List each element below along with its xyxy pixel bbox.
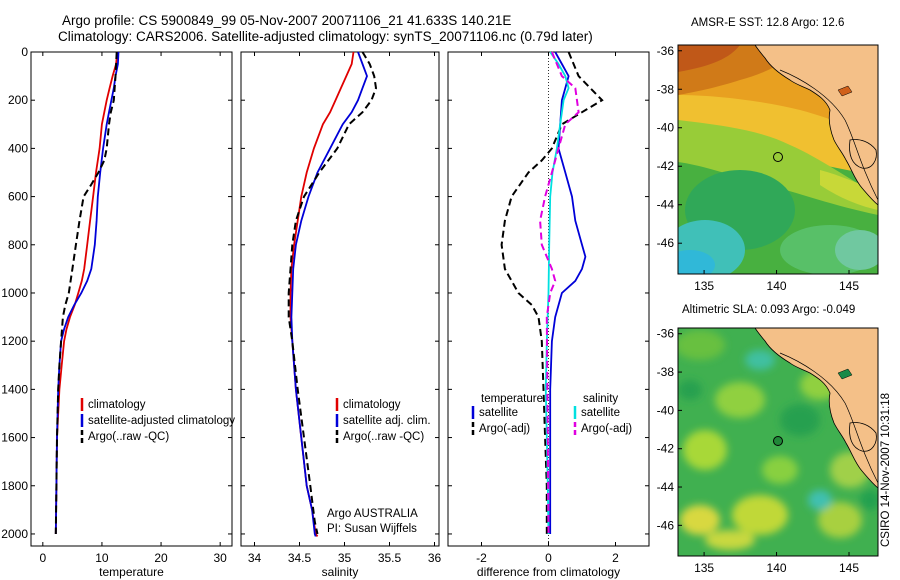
legend-label: Argo(-adj) — [581, 423, 632, 435]
legend-header-temperature: temperature — [481, 393, 543, 405]
y-tick-label: 200 — [8, 93, 28, 107]
figure-title-line1: Argo profile: CS 5900849_99 05-Nov-2007 … — [62, 13, 512, 28]
series-line-black-dashed — [287, 51, 378, 535]
map-y-tick-label: -36 — [657, 327, 675, 341]
x-tick-label: 34.5 — [288, 551, 312, 565]
x-tick-label: 20 — [154, 551, 168, 565]
legend-label: climatology — [88, 399, 146, 411]
map-y-tick-label: -42 — [657, 442, 675, 456]
legend-label: Argo(..raw -QC) — [88, 431, 169, 443]
sla-map — [678, 328, 878, 556]
map-y-tick-label: -40 — [657, 403, 675, 417]
map-y-tick-label: -40 — [657, 121, 675, 135]
y-tick-label: 1800 — [1, 479, 28, 493]
legend-label: satellite adj. clim. — [343, 415, 431, 427]
profile-panel-1: 34 34.5 35 35.5 36 salinity climatology satelli… — [241, 51, 442, 579]
x-axis-label: salinity — [322, 565, 359, 579]
note-line-2: PI: Susan Wijffels — [327, 523, 417, 535]
legend-label: satellite — [581, 407, 620, 419]
map-x-tick-label: 135 — [694, 279, 714, 293]
y-tick-label: 1000 — [1, 286, 28, 300]
sla-map-frame — [677, 327, 879, 557]
figure-title-line2: Climatology: CARS2006. Satellite-adjuste… — [58, 29, 593, 44]
map-y-tick-label: -38 — [657, 82, 675, 96]
series-line-black-dashed — [54, 51, 118, 535]
y-tick-label: 1600 — [1, 431, 28, 445]
x-axis-label: temperature — [99, 565, 164, 579]
series-line-cyan — [544, 51, 570, 535]
map-x-tick-label: 135 — [694, 561, 714, 575]
x-tick-label: 0 — [545, 551, 552, 565]
sst-map-title: AMSR-E SST: 12.8 Argo: 12.6 — [691, 17, 845, 29]
salinity-axes-box — [240, 51, 440, 547]
y-tick-label: 600 — [8, 190, 28, 204]
x-axis-label: difference from climatology — [477, 565, 620, 579]
map-y-tick-label: -36 — [657, 44, 675, 58]
y-tick-label: 800 — [8, 238, 28, 252]
sst-argo-marker — [773, 152, 783, 162]
x-tick-label: -2 — [476, 551, 487, 565]
note-line-1: Argo AUSTRALIA — [327, 508, 418, 520]
x-tick-label: 35.5 — [378, 551, 402, 565]
temperature-axes-box — [30, 51, 233, 547]
x-tick-label: 30 — [213, 551, 227, 565]
map-y-tick-label: -42 — [657, 159, 675, 173]
profile-panel-0: 0 10 20 30 0 200 400 600 800 1000 1200 1400 1600 1800… — [1, 45, 235, 579]
series-line-magenta-dashed — [539, 51, 580, 535]
map-x-tick-label: 145 — [839, 561, 859, 575]
legend-label: satellite-adjusted climatology — [88, 415, 235, 427]
legend-header-salinity: salinity — [583, 393, 618, 405]
profile-panels — [30, 51, 650, 547]
x-tick-label: 0 — [39, 551, 46, 565]
y-tick-label: 1400 — [1, 382, 28, 396]
legend-label: Argo(-adj) — [479, 423, 530, 435]
x-tick-label: 36 — [428, 551, 442, 565]
x-tick-label: 35 — [338, 551, 352, 565]
series-line-blue — [549, 51, 587, 534]
map-x-tick-label: 145 — [839, 279, 859, 293]
legend-label: climatology — [343, 399, 401, 411]
map-y-tick-label: -38 — [657, 365, 675, 379]
y-tick-label: 1200 — [1, 334, 28, 348]
map-y-tick-label: -46 — [657, 236, 675, 250]
sst-map — [678, 45, 878, 274]
y-tick-label: 400 — [8, 141, 28, 155]
sst-map-frame — [677, 44, 879, 275]
series-line-black-dashed — [500, 51, 604, 534]
legend-label: Argo(..raw -QC) — [343, 431, 424, 443]
map-y-tick-label: -44 — [657, 480, 675, 494]
legend-label: satellite — [479, 407, 518, 419]
y-tick-label: 2000 — [1, 527, 28, 541]
y-tick-label: 0 — [21, 45, 28, 59]
x-tick-label: 10 — [95, 551, 109, 565]
series-line-red — [54, 51, 119, 535]
map-y-tick-label: -46 — [657, 518, 675, 532]
map-x-tick-label: 140 — [767, 561, 787, 575]
x-tick-label: 2 — [612, 551, 619, 565]
sla-argo-marker — [773, 436, 783, 446]
map-x-tick-label: 140 — [767, 279, 787, 293]
map-y-tick-label: -44 — [657, 198, 675, 212]
x-tick-label: 34 — [248, 551, 262, 565]
sla-map-title: Altimetric SLA: 0.093 Argo: -0.049 — [682, 304, 856, 316]
series-line-blue — [290, 51, 368, 537]
